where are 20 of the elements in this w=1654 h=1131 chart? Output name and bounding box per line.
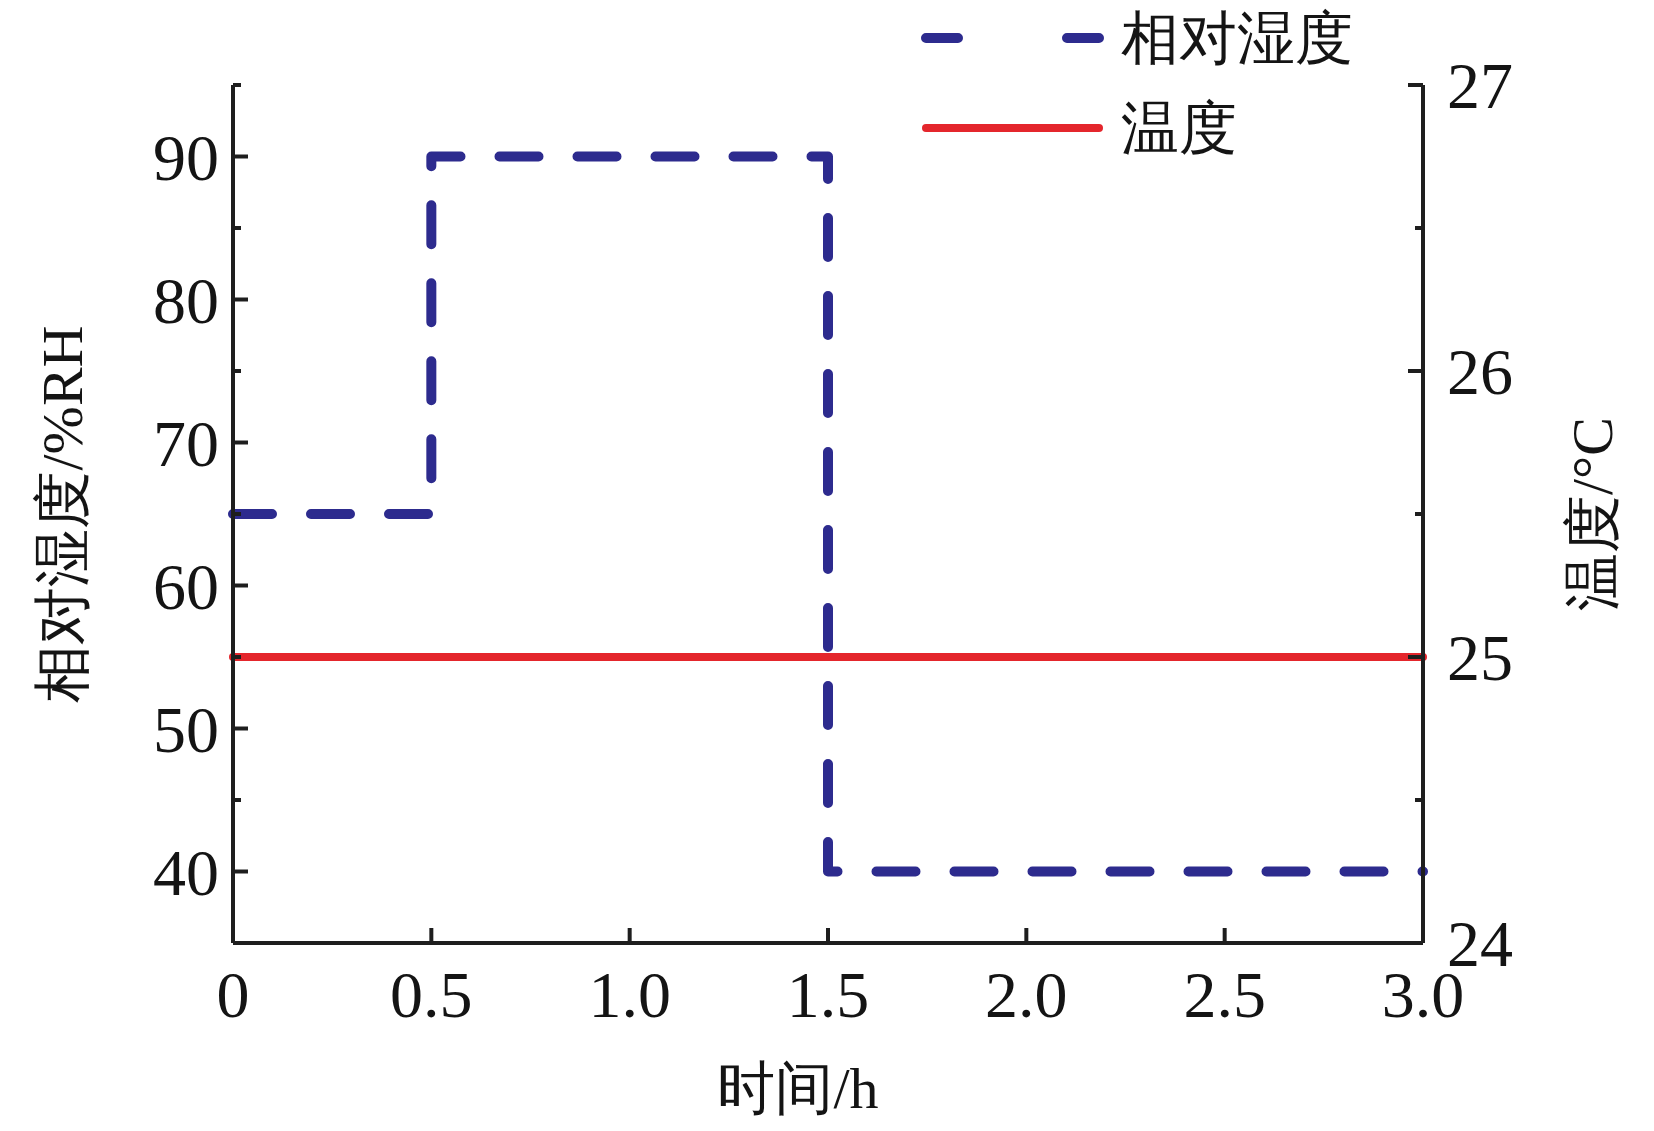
x-tick-label: 2.5 — [1183, 958, 1266, 1031]
x-tick-label: 2.0 — [985, 958, 1068, 1031]
y2-axis-title: 温度/°C — [1560, 417, 1626, 611]
y-tick-label: 40 — [153, 835, 219, 909]
y2-tick-label: 27 — [1447, 49, 1513, 123]
y-tick-label: 80 — [153, 263, 219, 337]
x-tick-label: 1.5 — [786, 958, 870, 1031]
y-tick-label: 60 — [153, 549, 219, 623]
legend-label: 温度 — [1121, 96, 1237, 162]
y-tick-label: 50 — [153, 692, 219, 766]
y-tick-label: 70 — [153, 406, 219, 480]
y2-tick-label: 25 — [1447, 621, 1513, 695]
y-axis-title: 相对湿度/%RH — [30, 325, 96, 703]
y-tick-label: 90 — [153, 120, 219, 194]
x-tick-label: 1.0 — [588, 958, 671, 1031]
x-axis-title: 时间/h — [717, 1056, 879, 1121]
y2-tick-label: 26 — [1447, 335, 1513, 409]
x-tick-label: 0.5 — [390, 958, 473, 1031]
legend-label: 相对湿度 — [1121, 6, 1353, 72]
x-tick-label: 0 — [216, 958, 250, 1031]
